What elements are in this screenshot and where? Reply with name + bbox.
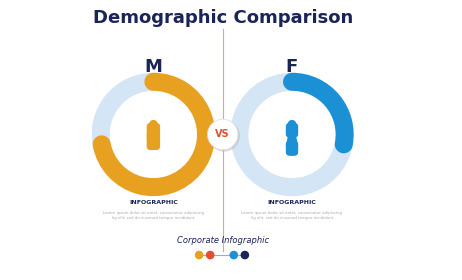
Circle shape: [207, 251, 214, 259]
Circle shape: [253, 95, 331, 173]
Circle shape: [230, 251, 237, 259]
FancyBboxPatch shape: [147, 133, 155, 149]
FancyBboxPatch shape: [147, 123, 159, 139]
FancyBboxPatch shape: [152, 133, 159, 149]
Circle shape: [288, 121, 296, 128]
Text: M: M: [145, 57, 162, 76]
Circle shape: [241, 251, 249, 259]
Text: F: F: [286, 57, 298, 76]
FancyBboxPatch shape: [290, 142, 298, 155]
FancyBboxPatch shape: [286, 142, 294, 155]
Polygon shape: [286, 134, 298, 145]
Circle shape: [207, 119, 238, 150]
Circle shape: [195, 251, 203, 259]
Text: Lorem ipsum dolor sit amet, consectetur adipiscing
lig elit, sed do eiusmod temp: Lorem ipsum dolor sit amet, consectetur …: [242, 211, 342, 220]
Circle shape: [209, 121, 239, 151]
Circle shape: [150, 121, 157, 128]
Text: INFOGRAPHIC: INFOGRAPHIC: [267, 200, 316, 205]
Text: INFOGRAPHIC: INFOGRAPHIC: [129, 200, 178, 205]
Text: Demographic Comparison: Demographic Comparison: [92, 9, 353, 27]
FancyBboxPatch shape: [286, 123, 298, 137]
Text: Lorem ipsum dolor sit amet, consectetur adipiscing
lig elit, sed do eiusmod temp: Lorem ipsum dolor sit amet, consectetur …: [103, 211, 204, 220]
Text: Corporate Infographic: Corporate Infographic: [176, 236, 269, 245]
Circle shape: [115, 95, 192, 173]
Text: VS: VS: [215, 129, 230, 139]
